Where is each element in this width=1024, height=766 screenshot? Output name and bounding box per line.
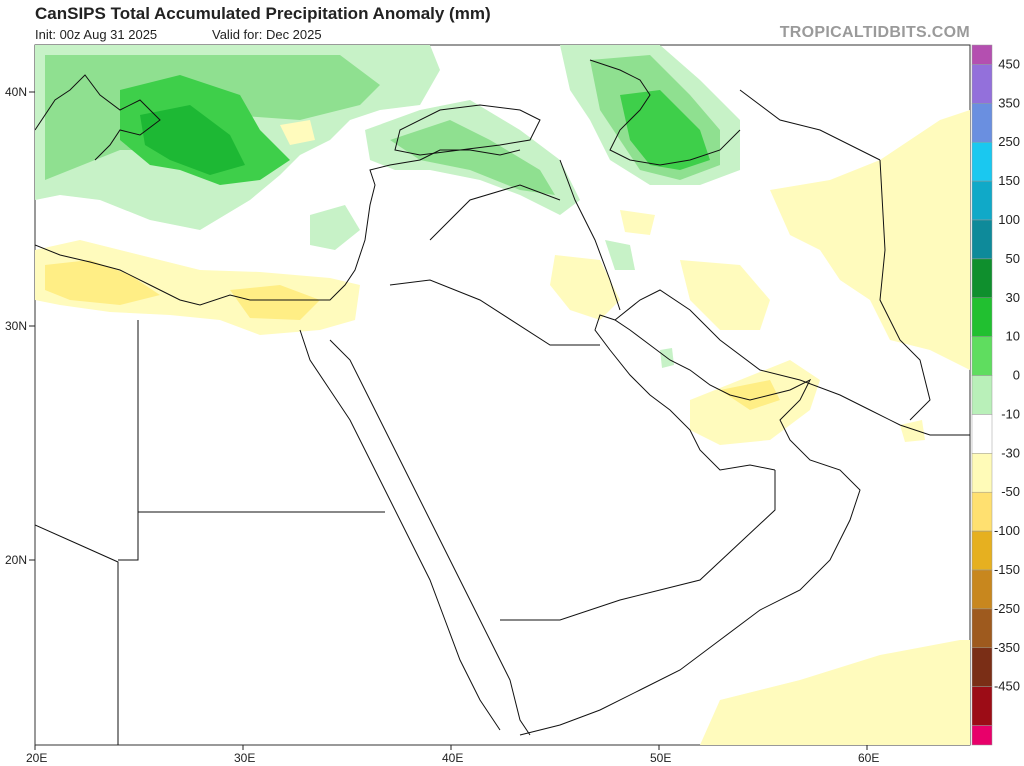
red-sea-west-coast [299, 329, 501, 731]
lat-label-40n: 40N [5, 85, 27, 99]
colorbar-swatch [971, 453, 993, 493]
caspian-coast [589, 59, 741, 166]
init-time: Init: 00z Aug 31 2025 [35, 27, 158, 42]
valid-time: Valid for: Dec 2025 [212, 27, 322, 42]
colorbar-swatch [971, 491, 993, 532]
iran-turkmenistan-border [739, 89, 881, 161]
lon-label-60e: 60E [858, 751, 879, 765]
colorbar-swatch [971, 336, 993, 376]
colorbar-label: 150 [998, 173, 1020, 188]
colorbar-swatch [971, 258, 993, 299]
syria-iraq-border [429, 184, 561, 241]
mediterranean-coast [35, 149, 521, 306]
lat-label-20n: 20N [5, 553, 27, 567]
arabian-peninsula-coast [519, 314, 861, 736]
lon-label-40e: 40E [442, 751, 463, 765]
colorbar-swatch [971, 647, 993, 687]
colorbar-label: -450 [994, 679, 1020, 694]
colorbar-label: -350 [994, 640, 1020, 655]
balkan-coast [35, 74, 161, 161]
colorbar-label: 50 [1006, 251, 1020, 266]
red-sea-east-coast [329, 339, 531, 736]
colorbar-label: -150 [994, 562, 1020, 577]
africa-border-west [35, 524, 119, 745]
colorbar-bottom-swatch [971, 725, 993, 746]
colorbar-label: 250 [998, 134, 1020, 149]
colorbar-swatch [971, 141, 993, 182]
colorbar-label: -250 [994, 601, 1020, 616]
lon-label-30e: 30E [234, 751, 255, 765]
colorbar-label: -100 [994, 523, 1020, 538]
colorbar-swatch [971, 414, 993, 454]
saudi-north-border [389, 279, 600, 346]
colorbar: 4503502501501005030100-10-30-50-100-150-… [971, 44, 1020, 746]
lon-label-20e: 20E [26, 751, 47, 765]
colorbar-label: 350 [998, 95, 1020, 110]
dry-anomaly-areas [35, 110, 970, 745]
colorbar-swatch [971, 686, 993, 726]
colorbar-label: -30 [1001, 445, 1020, 460]
colorbar-label: -50 [1001, 484, 1020, 499]
iran-iraq-border [559, 159, 621, 311]
iran-afghanistan-border [879, 159, 931, 421]
colorbar-swatch [971, 530, 993, 571]
anomaly-shading [35, 45, 970, 745]
colorbar-swatch [971, 569, 993, 610]
colorbar-swatch [971, 297, 993, 337]
anatolia-outline [394, 104, 541, 156]
colorbar-swatch [971, 64, 993, 104]
colorbar-swatch [971, 608, 993, 649]
colorbar-swatch [971, 375, 993, 415]
colorbar-label: -10 [1001, 406, 1020, 421]
lon-label-50e: 50E [650, 751, 671, 765]
colorbar-swatch [971, 103, 993, 143]
site-credit: TROPICALTIDBITS.COM [779, 24, 970, 41]
persian-gulf-north-coast [614, 289, 970, 436]
coastlines-and-borders [35, 59, 970, 745]
chart-title: CanSIPS Total Accumulated Precipitation … [35, 4, 491, 23]
colorbar-label: 100 [998, 212, 1020, 227]
colorbar-label: 10 [1006, 329, 1020, 344]
colorbar-top-swatch [971, 44, 993, 65]
colorbar-swatch [971, 219, 993, 260]
saudi-south-border [500, 470, 776, 621]
colorbar-label: 0 [1013, 368, 1020, 383]
wet-anomaly-areas [35, 45, 740, 368]
libya-egypt-border [118, 320, 139, 561]
colorbar-swatch [971, 180, 993, 221]
colorbar-label: 30 [1006, 290, 1020, 305]
colorbar-label: 450 [998, 56, 1020, 71]
lat-label-30n: 30N [5, 319, 27, 333]
